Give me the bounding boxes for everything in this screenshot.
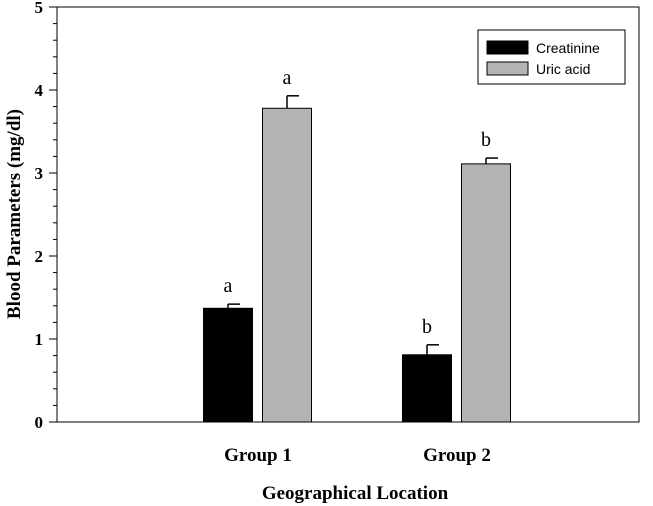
- y-tick-label: 4: [35, 81, 44, 100]
- legend-swatch: [486, 61, 529, 76]
- y-tick-label: 0: [35, 413, 44, 432]
- significance-label: b: [481, 129, 491, 151]
- y-tick-label: 2: [35, 247, 44, 266]
- significance-label: b: [422, 316, 432, 338]
- significance-label: a: [283, 67, 292, 89]
- bar-uric-acid-2: [461, 163, 511, 423]
- legend-label: Creatinine: [536, 40, 600, 56]
- legend: Creatinine Uric acid: [477, 29, 626, 85]
- x-tick-label: Group 1: [224, 445, 292, 466]
- bars: a a b b: [203, 67, 511, 423]
- y-tick-label: 3: [35, 164, 44, 183]
- x-axis-label: Geographical Location: [262, 483, 449, 504]
- plot-frame: [56, 6, 640, 423]
- legend-swatch: [486, 40, 529, 55]
- bar-creatinine-2: [402, 354, 452, 423]
- legend-label: Uric acid: [536, 61, 590, 77]
- x-axis: Group 1 Group 2: [224, 445, 491, 466]
- bar-creatinine-1: [203, 307, 253, 423]
- y-tick-label: 5: [35, 0, 44, 17]
- y-axis-label: Blood Parameters (mg/dl): [4, 109, 25, 319]
- plot-border: [56, 6, 640, 423]
- x-tick-label: Group 2: [423, 445, 491, 466]
- bar-uric-acid-1: [262, 107, 312, 423]
- y-tick-label: 1: [35, 330, 44, 349]
- y-axis: 0 1 2 3 4 5: [35, 0, 57, 432]
- significance-label: a: [224, 275, 233, 297]
